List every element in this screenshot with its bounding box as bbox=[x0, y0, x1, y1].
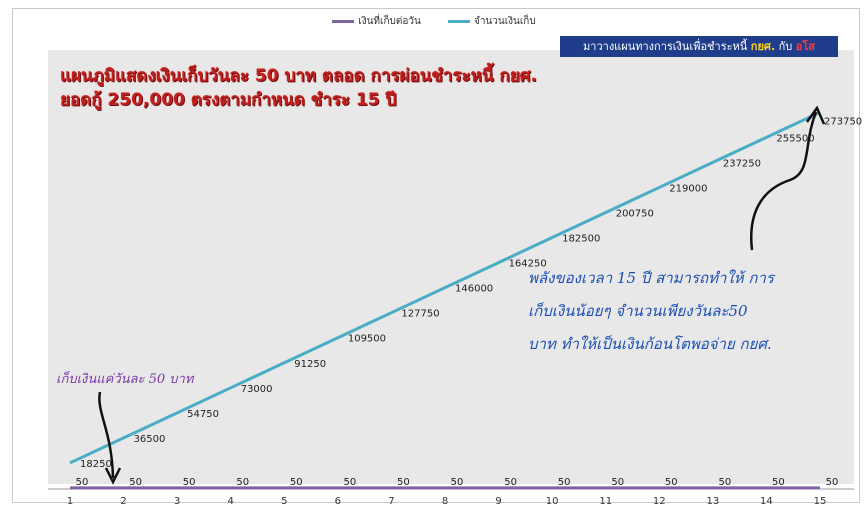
legend-label-total: จำนวนเงินเก็บ bbox=[473, 16, 536, 27]
data-label-daily: 50 bbox=[343, 477, 356, 488]
data-label-daily: 50 bbox=[76, 477, 89, 488]
annotation-blue-line-3: บาท ทำให้เป็นเงินก้อนโตพอจ่าย กยศ. bbox=[528, 335, 772, 353]
chart-title-line1: แผนภูมิแสดงเงินเก็บวันละ 50 บาท ตลอด การ… bbox=[60, 66, 537, 86]
legend-swatch-total bbox=[447, 20, 470, 23]
data-label-total: 237250 bbox=[723, 158, 761, 169]
x-tick-label: 2 bbox=[120, 496, 126, 507]
annotation-blue-line-1: พลังของเวลา 15 ปี สามารถทำให้ การ bbox=[528, 269, 774, 287]
x-tick-label: 5 bbox=[281, 496, 287, 507]
x-tick-label: 13 bbox=[706, 496, 719, 507]
annotation-blue-note: พลังของเวลา 15 ปี สามารถทำให้ การ เก็บเง… bbox=[528, 262, 774, 361]
legend-item-total: จำนวนเงินเก็บ bbox=[447, 14, 536, 29]
x-tick-label: 11 bbox=[599, 496, 612, 507]
data-label-daily: 50 bbox=[504, 477, 517, 488]
x-tick-label: 12 bbox=[653, 496, 666, 507]
data-label-total: 109500 bbox=[348, 334, 386, 345]
annotation-purple-note: เก็บเงินแค่วันละ 50 บาท bbox=[56, 372, 194, 387]
data-label-daily: 50 bbox=[129, 477, 142, 488]
data-label-daily: 50 bbox=[236, 477, 249, 488]
data-label-daily: 50 bbox=[611, 477, 624, 488]
data-label-total: 219000 bbox=[669, 183, 707, 194]
annotation-arrows bbox=[98, 105, 826, 485]
data-label-total: 200750 bbox=[616, 208, 654, 219]
x-axis: 1 2 3 4 5 6 7 8 9 10 11 12 13 14 15 bbox=[48, 488, 854, 507]
data-label-total: 182500 bbox=[562, 234, 600, 245]
series-layer bbox=[69, 110, 821, 490]
data-label-daily: 50 bbox=[826, 477, 839, 488]
data-label-total: 54750 bbox=[187, 409, 219, 420]
data-label-total: 91250 bbox=[294, 359, 326, 370]
data-label-daily: 50 bbox=[183, 477, 196, 488]
legend-label-daily: เงินที่เก็บต่อวัน bbox=[358, 16, 421, 27]
x-tick-label: 14 bbox=[760, 496, 773, 507]
banner-prefix: มาวางแผนทางการเงินเพื่อชำระหนี้ bbox=[583, 40, 748, 53]
x-tick-label: 3 bbox=[174, 496, 180, 507]
arrowhead-daily-line bbox=[104, 467, 122, 485]
data-label-total: 164250 bbox=[509, 259, 547, 270]
legend-item-daily: เงินที่เก็บต่อวัน bbox=[332, 14, 421, 29]
arrow-to-daily-line bbox=[98, 391, 115, 479]
data-label-daily: 50 bbox=[397, 477, 410, 488]
arrow-to-final-value bbox=[750, 111, 818, 251]
data-label-daily: 50 bbox=[772, 477, 785, 488]
data-label-total: 73000 bbox=[241, 384, 273, 395]
banner-word-aso: อโส bbox=[795, 40, 815, 53]
arrowhead-final-value bbox=[805, 105, 826, 125]
data-label-total: 127750 bbox=[401, 309, 439, 320]
series-line-total bbox=[69, 110, 821, 465]
banner: มาวางแผนทางการเงินเพื่อชำระหนี้ กยศ. กับ… bbox=[560, 36, 838, 57]
data-label-daily: 50 bbox=[451, 477, 464, 488]
x-tick-label: 10 bbox=[546, 496, 559, 507]
x-tick-label: 6 bbox=[335, 496, 341, 507]
data-label-daily: 50 bbox=[665, 477, 678, 488]
data-labels-layer: 50 50 50 50 50 50 50 50 50 50 50 50 50 50 50 18250 36500… bbox=[76, 116, 863, 488]
x-tick-label: 1 bbox=[67, 496, 73, 507]
data-label-total: 36500 bbox=[134, 434, 166, 445]
data-label-total: 273750 bbox=[824, 116, 862, 127]
data-label-total: 255500 bbox=[776, 133, 814, 144]
x-tick-label: 4 bbox=[228, 496, 234, 507]
data-label-daily: 50 bbox=[718, 477, 731, 488]
chart-title-line2: ยอดกู้ 250,000 ตรงตามกำหนด ชำระ 15 ปี bbox=[60, 90, 397, 110]
x-tick-label: 7 bbox=[388, 496, 394, 507]
legend: เงินที่เก็บต่อวัน จำนวนเงินเก็บ bbox=[0, 14, 868, 29]
banner-middle: กับ bbox=[778, 40, 793, 53]
legend-swatch-daily bbox=[332, 20, 355, 23]
x-tick-label: 8 bbox=[442, 496, 448, 507]
x-tick-label: 9 bbox=[495, 496, 501, 507]
banner-word-kys: กยศ. bbox=[750, 40, 776, 53]
data-label-daily: 50 bbox=[558, 477, 571, 488]
data-label-total: 146000 bbox=[455, 284, 493, 295]
data-label-total: 18250 bbox=[80, 459, 112, 470]
annotation-blue-line-2: เก็บเงินน้อยๆ จำนวนเพียงวันละ50 bbox=[528, 302, 748, 320]
data-label-daily: 50 bbox=[290, 477, 303, 488]
x-tick-label: 15 bbox=[814, 496, 827, 507]
